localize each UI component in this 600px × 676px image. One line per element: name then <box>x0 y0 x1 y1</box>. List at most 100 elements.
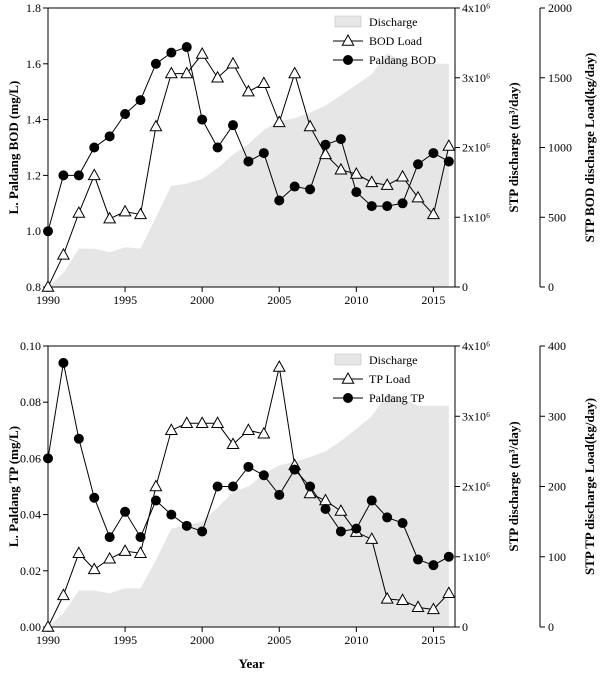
x-tick-label: 1995 <box>113 633 137 647</box>
load-point <box>103 551 117 564</box>
y3-tick-label: 1000 <box>548 141 572 155</box>
load-point <box>133 546 148 558</box>
load-point <box>149 479 163 492</box>
load-point <box>180 66 194 79</box>
y-tick-label: 1.6 <box>26 57 41 71</box>
paldang-point <box>274 489 285 500</box>
paldang-point <box>443 551 454 562</box>
x-tick-label: 1990 <box>36 293 60 307</box>
bod-panel: 1990 1995 2000 2005 2010 2015 0.8 1.0 1.2 1.4 1.6 1… <box>6 1 597 307</box>
paldang-point <box>150 495 161 506</box>
y3-tick-label: 300 <box>548 409 566 423</box>
load-point <box>164 66 178 79</box>
x-tick-label: 2000 <box>190 293 214 307</box>
x-tick-label: 2010 <box>344 293 368 307</box>
paldang-point <box>289 181 300 192</box>
load-point <box>411 190 425 203</box>
paldang-point <box>413 554 423 565</box>
paldang-point <box>428 148 439 159</box>
paldang-point <box>228 481 238 492</box>
y-axis-title: L. Paldang TP (mg/L) <box>6 426 21 547</box>
paldang-point <box>335 526 346 537</box>
y3-tick-label: 2000 <box>548 1 572 15</box>
legend-discharge-label: Discharge <box>369 15 417 29</box>
paldang-point <box>397 518 408 529</box>
paldang-point <box>413 159 423 170</box>
y3-axis-title: STP TP discharge Load(kg/day) <box>582 398 597 575</box>
load-point <box>411 600 425 613</box>
load-point <box>241 84 255 97</box>
load-point <box>241 423 255 435</box>
load-point <box>72 206 86 218</box>
paldang-point <box>382 512 393 523</box>
legend-discharge-swatch <box>334 353 362 366</box>
legend-discharge-label: Discharge <box>369 353 417 367</box>
load-point <box>380 178 394 190</box>
paldang-point <box>228 120 238 131</box>
paldang-point <box>89 142 100 153</box>
paldang-point <box>104 532 115 543</box>
load-point <box>442 586 456 598</box>
paldang-point <box>382 201 393 212</box>
legend-discharge-swatch <box>334 15 362 28</box>
load-point <box>365 532 379 544</box>
y2-tick-label: 3x10⁶ <box>462 409 490 423</box>
load-point <box>257 426 271 439</box>
paldang-point <box>320 503 331 514</box>
load-point <box>195 416 209 428</box>
tp-panel: 1990 1995 2000 2005 2010 20150.000.020.040.06… <box>6 339 597 647</box>
legend-load-label: TP Load <box>369 372 410 386</box>
load-point <box>303 486 317 499</box>
x-tick-label: 2010 <box>344 633 368 647</box>
paldang-point <box>43 453 53 464</box>
paldang-point <box>58 357 69 368</box>
paldang-point <box>120 506 131 517</box>
load-point <box>195 47 209 59</box>
legend-paldang-marker <box>343 55 353 65</box>
paldang-point <box>320 139 331 150</box>
y-tick-label: 0.04 <box>20 508 41 522</box>
x-tick-label: 2005 <box>267 293 291 307</box>
legend-load-label: BOD Load <box>369 34 422 48</box>
paldang-point <box>351 523 362 534</box>
paldang-point <box>58 170 69 181</box>
load-point <box>56 588 70 601</box>
y2-tick-label: 4x10⁶ <box>462 1 490 15</box>
load-point <box>211 70 225 83</box>
y-tick-label: 0.06 <box>20 451 41 465</box>
y3-tick-label: 0 <box>548 280 554 294</box>
y-tick-label: 0.00 <box>20 620 41 634</box>
discharge-area <box>48 393 449 627</box>
y2-tick-label: 4x10⁶ <box>462 339 490 353</box>
paldang-point <box>104 131 115 142</box>
load-point <box>349 166 363 179</box>
load-point <box>380 591 394 604</box>
load-point <box>149 119 163 132</box>
y3-tick-label: 500 <box>548 210 566 224</box>
load-point <box>426 602 440 615</box>
x-tick-label: 2005 <box>267 633 291 647</box>
load-point <box>334 504 348 516</box>
load-point <box>226 437 240 450</box>
paldang-point <box>366 495 377 506</box>
y3-tick-label: 0 <box>548 620 554 634</box>
x-tick-label: 1995 <box>113 293 137 307</box>
paldang-point <box>197 114 208 125</box>
y3-tick-label: 400 <box>548 339 566 353</box>
paldang-point <box>135 95 146 106</box>
load-point <box>118 544 132 556</box>
load-point <box>272 360 286 372</box>
x-axis-title: Year <box>239 656 265 671</box>
y3-tick-label: 1500 <box>548 71 572 85</box>
load-point <box>103 211 117 224</box>
paldang-point <box>212 481 223 492</box>
y-tick-label: 0.10 <box>20 339 41 353</box>
paldang-point <box>212 142 223 153</box>
load-point <box>442 139 456 151</box>
paldang-point <box>443 156 454 167</box>
y-tick-label: 1.8 <box>26 1 41 15</box>
y3-tick-label: 100 <box>548 550 566 564</box>
y-tick-label: 1.4 <box>26 113 41 127</box>
load-point <box>334 162 348 175</box>
